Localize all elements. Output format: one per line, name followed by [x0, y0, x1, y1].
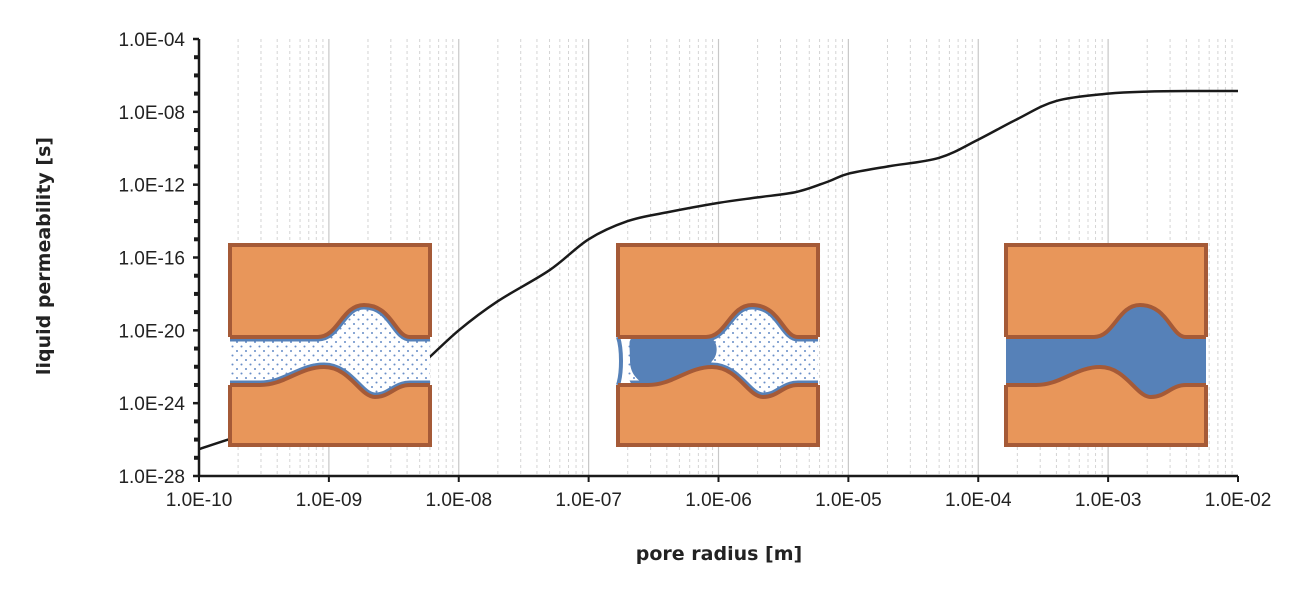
tick-labels: 1.0E-10 1.0E-09 1.0E-08 1.0E-07 1.0E-06 1.0E-… — [118, 30, 1271, 511]
lower-solid — [618, 367, 818, 445]
y-tick-label: 1.0E-12 — [118, 176, 185, 197]
lower-solid — [230, 367, 430, 445]
upper-pore-wall — [618, 302, 818, 339]
upper-pore-wall — [230, 302, 430, 339]
lower-pore-wall — [230, 364, 430, 400]
x-tick-label: 1.0E-09 — [296, 490, 363, 511]
x-tick-label: 1.0E-03 — [1075, 490, 1142, 511]
upper-solid — [1006, 245, 1206, 337]
x-tick-label: 1.0E-06 — [685, 490, 752, 511]
liquid-fill — [1006, 305, 1206, 397]
y-tick-label: 1.0E-04 — [118, 30, 185, 51]
upper-block-border — [228, 243, 432, 337]
x-tick-label: 1.0E-10 — [166, 490, 233, 511]
pore-illustration-saturated — [1004, 243, 1208, 447]
lower-pore-wall — [1006, 364, 1206, 400]
lower-block-border — [616, 385, 820, 447]
x-tick-label: 1.0E-02 — [1205, 490, 1272, 511]
y-tick-label: 1.0E-28 — [118, 467, 185, 488]
lower-pore-wall — [618, 364, 818, 400]
axis-ticks — [193, 37, 1239, 482]
x-tick-label: 1.0E-05 — [815, 490, 882, 511]
upper-block-border — [1004, 243, 1208, 337]
lower-block-border — [1004, 385, 1208, 447]
lower-block-border — [228, 385, 432, 447]
y-tick-label: 1.0E-16 — [118, 249, 185, 270]
x-tick-label: 1.0E-08 — [425, 490, 492, 511]
upper-solid — [230, 245, 430, 337]
y-tick-label: 1.0E-08 — [118, 103, 185, 124]
meniscus-edge — [616, 336, 623, 386]
pore-illustrations — [228, 243, 1208, 447]
lower-solid — [1006, 367, 1206, 445]
y-tick-label: 1.0E-24 — [118, 394, 185, 415]
x-axis-title: pore radius [m] — [636, 543, 802, 565]
upper-pore-wall — [1006, 302, 1206, 339]
pore-illustration-dry — [228, 243, 432, 447]
upper-solid — [618, 245, 818, 337]
pore-illustration-partially-filled — [616, 243, 820, 447]
y-tick-label: 1.0E-20 — [118, 321, 185, 342]
x-tick-label: 1.0E-04 — [945, 490, 1012, 511]
y-axis-title: liquid permeability [s] — [33, 137, 55, 375]
upper-block-border — [616, 243, 820, 337]
x-tick-label: 1.0E-07 — [555, 490, 622, 511]
vapor-dots — [230, 305, 430, 397]
